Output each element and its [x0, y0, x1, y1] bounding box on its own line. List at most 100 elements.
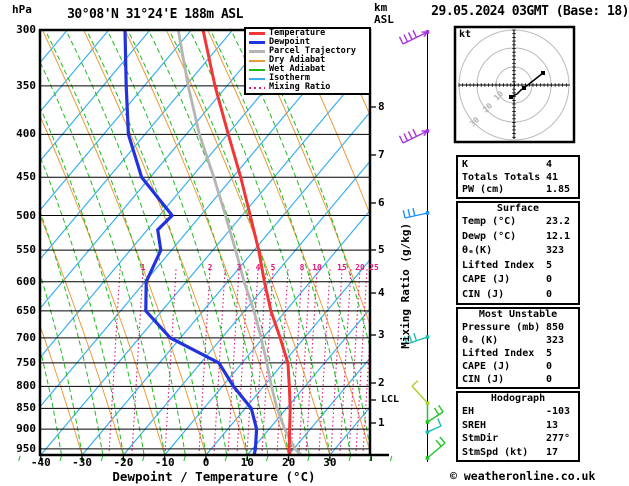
- legend-line-sample: [249, 86, 265, 89]
- panel-row-label: CIN (J): [462, 288, 505, 300]
- legend-item: Wet Adiabat: [246, 65, 369, 74]
- wind-barb: [425, 436, 446, 460]
- pressure-tick-label: 500: [16, 208, 36, 222]
- km-tick-label: 7: [378, 148, 385, 161]
- panel-title: Most Unstable: [478, 309, 558, 320]
- pressure-tick-label: 350: [16, 78, 36, 92]
- panel-row: StmSpd (kt) 17: [458, 447, 578, 461]
- panel-row: θₑ(K) 323: [458, 245, 578, 260]
- pressure-tick-label: 850: [16, 401, 36, 415]
- legend-item: Isotherm: [246, 74, 369, 83]
- panel-row-value: 23.2: [546, 216, 571, 227]
- panel-row-label: EH: [462, 406, 475, 417]
- surface-panel: Surface Temp (°C) 23.2 Dewp (°C) 12.1 θₑ(K) 32…: [456, 201, 580, 305]
- legend-item: Dry Adiabat: [246, 56, 369, 65]
- legend-item-label: Wet Adiabat: [269, 64, 326, 74]
- legend: Temperature Dewpoint Parcel Trajectory Dry …: [244, 27, 371, 95]
- parcel-trajectory-curve: [176, 31, 302, 454]
- panel-row-value: 5: [546, 259, 553, 271]
- panel-row-value: 323: [546, 335, 565, 346]
- indices-panel: K 4 Totals Totals 41 PW (cm) 1.85: [456, 155, 580, 199]
- panel-row: Temp (°C) 23.2: [458, 216, 578, 231]
- hodograph-trace: [510, 72, 544, 98]
- run-date-title: 29.05.2024 03GMT (Base: 18): [431, 4, 629, 19]
- temp-tick-label: -20: [113, 456, 134, 469]
- temp-tick-label: -40: [30, 456, 51, 469]
- panel-row-label: θₑ (K): [462, 335, 499, 346]
- legend-item: Parcel Trajectory: [246, 47, 369, 56]
- km-tick-label: 3: [378, 328, 385, 341]
- pressure-tick-label: 300: [16, 22, 36, 36]
- wind-barb: [425, 418, 442, 434]
- most-unstable-panel: Most Unstable Pressure (mb) 850 θₑ (K) 323 Li…: [456, 307, 580, 389]
- panel-row-label: θₑ(K): [462, 245, 493, 256]
- legend-line-sample: [249, 50, 265, 53]
- legend-line-sample: [249, 59, 265, 62]
- panel-row-label: StmDir: [462, 433, 499, 444]
- mixing-ratio-value-label: 1: [140, 263, 146, 272]
- pressure-tick-label: 750: [16, 355, 36, 369]
- legend-item-label: Temperature: [269, 28, 326, 38]
- temperature-curve: [201, 31, 292, 454]
- pressure-tick-label: 800: [16, 379, 36, 393]
- legend-line-sample: [249, 41, 265, 44]
- temp-tick-label: 10: [240, 456, 254, 469]
- mixing-ratio-value-label: 10: [312, 263, 322, 272]
- panel-row: CAPE (J) 0: [458, 274, 578, 289]
- panel-row-label: CAPE (J): [462, 274, 511, 285]
- pressure-tick-label: 550: [16, 243, 36, 257]
- altitude-axis-unit-km: km: [374, 1, 388, 14]
- km-tick-label: 1: [378, 416, 385, 429]
- hodograph-unit-label: kt: [459, 29, 472, 40]
- copyright: © weatheronline.co.uk: [450, 469, 596, 483]
- km-tick-label: 8: [378, 100, 385, 113]
- panel-row-value: 17: [546, 446, 559, 458]
- panel-row-label: SREH: [462, 419, 487, 431]
- panel-row-value: 323: [546, 245, 565, 256]
- legend-item-label: Mixing Ratio: [269, 82, 331, 92]
- mixing-ratio-value-label: 2: [207, 263, 213, 272]
- km-tick-label: 6: [378, 196, 385, 209]
- panel-row-value: 12.1: [546, 230, 571, 242]
- panel-row-label: StmSpd (kt): [462, 446, 529, 458]
- legend-item-label: Dewpoint: [269, 37, 310, 47]
- panel-row-value: 0: [546, 288, 553, 300]
- panel-row: Totals Totals 41: [458, 172, 578, 185]
- mixing-ratio-value-label: 20: [355, 263, 365, 272]
- wind-barb: [402, 207, 430, 219]
- legend-item: Temperature: [246, 29, 369, 38]
- dewpoint-curve: [123, 31, 259, 454]
- wind-barb: [398, 128, 430, 144]
- pressure-tick-label: 900: [16, 422, 36, 436]
- panel-row-value: 13: [546, 419, 559, 431]
- pressure-tick-label: 450: [16, 170, 36, 184]
- panel-row: CIN (J) 0: [458, 289, 578, 304]
- panel-row-label: Lifted Index: [462, 259, 535, 271]
- panel-row: PW (cm) 1.85: [458, 184, 578, 197]
- panel-row-label: Totals Totals: [462, 171, 541, 183]
- lcl-label: LCL: [381, 394, 400, 405]
- plot-border: [38, 28, 372, 457]
- panel-row-value: 850: [546, 322, 565, 333]
- panel-row-value: 277°: [546, 433, 571, 444]
- wind-barb: [403, 332, 430, 345]
- pressure-tick-label: 650: [16, 303, 36, 317]
- hodograph-panel: Hodograph EH -103 SREH 13 StmDir 277° StmSpd (k…: [456, 391, 580, 462]
- panel-row-label: K: [462, 159, 469, 170]
- panel-row-label: Temp (°C): [462, 216, 517, 227]
- legend-item-label: Isotherm: [269, 73, 310, 83]
- wind-barb: [411, 380, 430, 405]
- pressure-tick-label: 950: [16, 441, 36, 455]
- panel-row-value: 0: [546, 361, 553, 372]
- mixing-ratio-value-label: 15: [337, 263, 347, 272]
- panel-row-value: 0: [546, 374, 553, 385]
- panel-row-label: CAPE (J): [462, 361, 511, 372]
- legend-line-sample: [249, 68, 265, 71]
- mixing-ratio-value-label: 3: [236, 263, 242, 272]
- mixing-ratio-value-label: 25: [369, 263, 379, 272]
- pressure-tick-label: 600: [16, 274, 36, 288]
- panel-title: Surface: [496, 203, 540, 214]
- panel-title: Hodograph: [490, 393, 546, 404]
